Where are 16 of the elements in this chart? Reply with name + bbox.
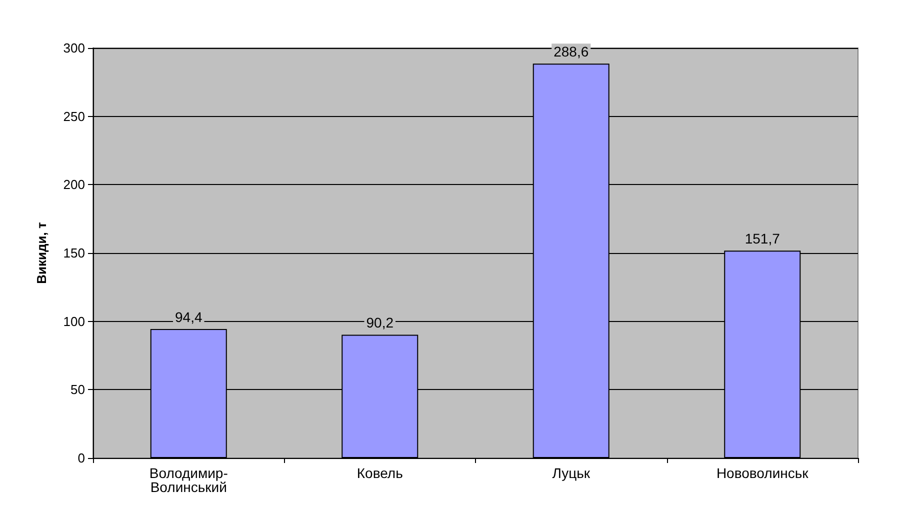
- y-tick-label: 300: [63, 40, 85, 56]
- y-tick-label: 150: [63, 246, 85, 260]
- y-tick-label: 50: [70, 382, 85, 398]
- y-tick-label: 0: [78, 450, 85, 466]
- x-tick-label: Луцьк: [552, 465, 591, 481]
- data-label: 151,7: [744, 230, 780, 247]
- y-axis-title: Викиди, т: [34, 222, 49, 284]
- data-label: 94,4: [175, 308, 202, 325]
- x-tick-label: Нововолинськ: [716, 465, 810, 481]
- x-tick-label: Володимир-Волинський: [149, 465, 228, 495]
- y-tick-label: 200: [63, 177, 85, 192]
- x-tick-label: Ковель: [356, 465, 403, 481]
- y-tick-label: 250: [63, 108, 85, 124]
- y-tick-label: 100: [63, 314, 85, 329]
- data-label: 90,2: [366, 314, 394, 331]
- data-label: 288,6: [554, 44, 589, 60]
